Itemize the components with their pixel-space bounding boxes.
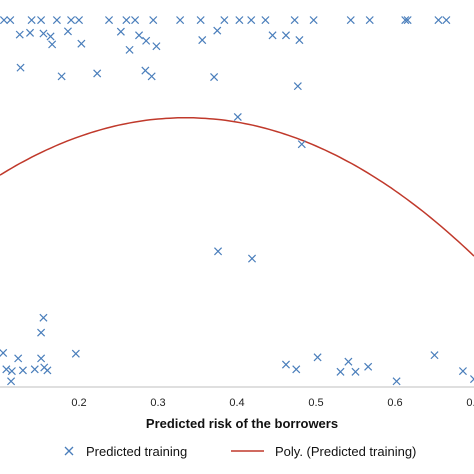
scatter-point bbox=[37, 328, 46, 337]
scatter-point bbox=[292, 365, 301, 374]
scatter-point bbox=[210, 73, 219, 82]
legend-item-scatter: Predicted training bbox=[64, 444, 187, 459]
scatter-point bbox=[39, 29, 48, 38]
scatter-point bbox=[131, 16, 140, 25]
scatter-point bbox=[176, 16, 185, 25]
scatter-point bbox=[52, 16, 61, 25]
scatter-point bbox=[25, 28, 35, 37]
scatter-point bbox=[104, 16, 114, 25]
scatter-point bbox=[6, 16, 15, 25]
scatter-point bbox=[16, 63, 25, 72]
scatter-point bbox=[247, 254, 257, 263]
scatter-point bbox=[233, 112, 242, 122]
scatter-point bbox=[235, 16, 244, 25]
scatter-point bbox=[18, 366, 27, 375]
scatter-point bbox=[7, 377, 16, 386]
scatter-point bbox=[392, 377, 401, 386]
scatter-point bbox=[261, 16, 270, 25]
scatter-point bbox=[297, 140, 306, 149]
scatter-point bbox=[141, 66, 150, 75]
scatter-point bbox=[403, 16, 412, 25]
scatter-point bbox=[344, 357, 353, 366]
scatter-point bbox=[293, 82, 302, 91]
scatter-point bbox=[290, 16, 299, 25]
x-tick-label: 0.5 bbox=[308, 397, 323, 409]
scatter-point bbox=[7, 367, 16, 376]
scatter-point bbox=[247, 16, 256, 25]
x-axis-label: Predicted risk of the borrowers bbox=[146, 416, 338, 431]
scatter-point bbox=[281, 31, 291, 40]
x-tick-label: 0.7 bbox=[466, 397, 474, 409]
scatter-point bbox=[336, 367, 345, 376]
scatter-point bbox=[147, 72, 156, 81]
scatter-point bbox=[93, 69, 102, 78]
x-tick-label: 0.6 bbox=[387, 397, 402, 409]
scatter-point bbox=[346, 16, 355, 25]
scatter-point bbox=[213, 26, 222, 35]
scatter-point bbox=[142, 36, 151, 45]
scatter-point bbox=[434, 16, 443, 25]
scatter-point bbox=[0, 16, 8, 25]
scatter-point bbox=[198, 36, 207, 45]
scatter-point bbox=[2, 365, 11, 374]
scatter-point bbox=[220, 16, 229, 25]
scatter-point bbox=[0, 348, 8, 357]
scatter-point bbox=[135, 31, 144, 40]
scatter-point bbox=[74, 16, 84, 25]
scatter-point bbox=[196, 16, 205, 25]
legend-scatter-marker-icon bbox=[64, 446, 74, 456]
legend-scatter-label: Predicted training bbox=[86, 444, 187, 459]
legend-item-line: Poly. (Predicted training) bbox=[231, 444, 416, 459]
x-tick-labels: 0.2 0.3 0.4 0.5 0.6 0.7 bbox=[71, 397, 474, 409]
scatter-point bbox=[57, 72, 66, 81]
scatter-point bbox=[214, 247, 223, 256]
scatter-point bbox=[364, 362, 373, 371]
plot-area bbox=[0, 16, 474, 386]
scatter-point bbox=[430, 351, 439, 360]
scatter-point bbox=[43, 366, 52, 375]
scatter-point bbox=[37, 354, 46, 363]
scatter-point bbox=[125, 45, 134, 54]
legend-line-label: Poly. (Predicted training) bbox=[275, 444, 416, 459]
scatter-point bbox=[116, 27, 125, 36]
scatter-point bbox=[48, 40, 57, 49]
scatter-point bbox=[295, 36, 304, 45]
scatter-point bbox=[469, 375, 474, 384]
scatter-point bbox=[313, 353, 322, 362]
scatter-point bbox=[37, 16, 46, 25]
scatter-point bbox=[39, 313, 48, 322]
scatter-point bbox=[351, 367, 360, 376]
legend: Predicted training Poly. (Predicted trai… bbox=[64, 444, 416, 459]
scatter-point bbox=[365, 16, 374, 25]
scatter-point bbox=[14, 354, 23, 363]
x-tick-label: 0.4 bbox=[229, 397, 244, 409]
x-tick-label: 0.3 bbox=[150, 397, 165, 409]
scatter-point bbox=[122, 16, 131, 25]
scatter-point bbox=[149, 16, 158, 25]
scatter-point bbox=[30, 365, 39, 374]
scatter-point bbox=[77, 39, 86, 48]
scatter-point bbox=[71, 349, 80, 358]
x-tick-label: 0.2 bbox=[71, 397, 86, 409]
scatter-point bbox=[458, 367, 467, 376]
scatter-point bbox=[401, 16, 410, 25]
scatter-point bbox=[309, 16, 318, 25]
trendline-poly bbox=[0, 116, 474, 257]
scatter-point bbox=[15, 30, 24, 39]
scatter-point bbox=[268, 31, 277, 40]
scatter-point bbox=[281, 360, 291, 369]
scatter-point bbox=[27, 16, 36, 25]
scatter-point bbox=[63, 27, 72, 36]
scatter-point bbox=[46, 32, 55, 41]
scatter-point bbox=[442, 16, 451, 25]
scatter-point bbox=[67, 16, 76, 25]
scatter-point bbox=[152, 42, 161, 51]
